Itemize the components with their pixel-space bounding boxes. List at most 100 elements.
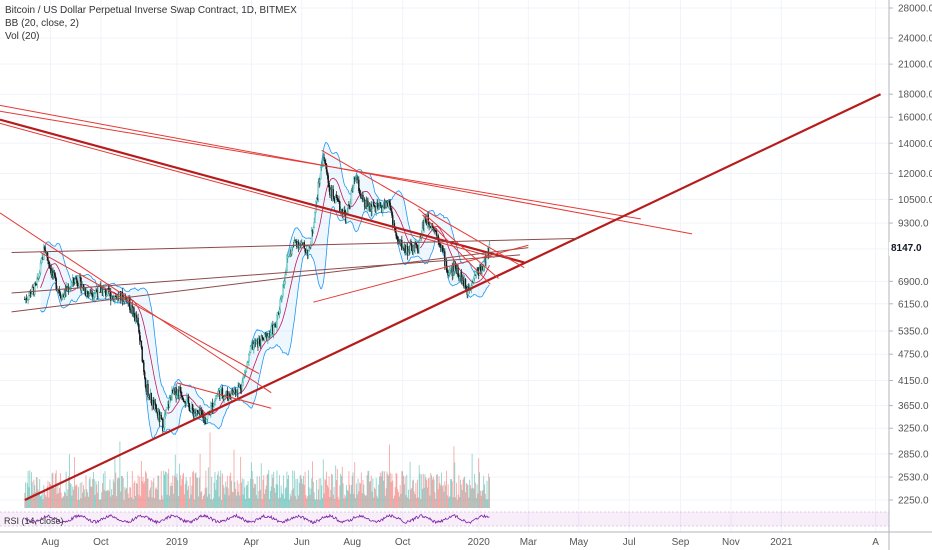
- x-tick-label: May: [569, 537, 588, 548]
- candle-body: [258, 338, 261, 345]
- volume-bar: [74, 486, 76, 508]
- volume-bar: [477, 493, 479, 508]
- trend-line: [0, 122, 495, 258]
- volume-bar: [456, 499, 458, 508]
- volume-bar: [254, 483, 256, 508]
- candle-body: [473, 278, 475, 283]
- volume-bar: [395, 472, 397, 508]
- candle-body: [270, 326, 272, 333]
- candle-body: [482, 266, 485, 270]
- volume-bar: [35, 477, 37, 508]
- volume-bar: [350, 485, 352, 508]
- volume-bar: [379, 476, 380, 508]
- y-tick-label: 2850.0: [898, 449, 929, 460]
- volume-bar: [208, 493, 210, 508]
- volume-bar: [37, 489, 39, 508]
- volume-bar: [301, 478, 303, 508]
- volume-bar: [381, 471, 383, 508]
- volume-bar: [305, 495, 307, 508]
- volume-bar: [407, 497, 409, 508]
- volume-bar: [324, 478, 326, 508]
- volume-bar: [169, 495, 170, 508]
- volume-bar: [413, 491, 415, 508]
- candle-body: [338, 199, 340, 202]
- candle-body: [188, 403, 191, 411]
- volume-bar: [474, 474, 476, 508]
- candle-body: [190, 408, 192, 412]
- volume-bar: [234, 482, 236, 508]
- volume-bar: [190, 494, 192, 508]
- bb-indicator-label[interactable]: BB (20, close, 2): [5, 18, 79, 29]
- volume-bar: [107, 489, 109, 508]
- volume-bar: [434, 492, 436, 508]
- volume-bar: [73, 489, 75, 508]
- volume-bar: [119, 441, 121, 508]
- trend-line: [24, 93, 882, 501]
- volume-bar: [310, 488, 312, 508]
- candle-body: [377, 203, 379, 209]
- volume-bar: [174, 475, 175, 508]
- volume-bar: [470, 485, 471, 508]
- x-tick-label: Aug: [42, 537, 60, 548]
- volume-bar: [331, 473, 333, 508]
- vol-indicator-label[interactable]: Vol (20): [5, 31, 40, 42]
- volume-bar: [75, 484, 77, 508]
- volume-bar: [86, 489, 88, 508]
- volume-bar: [272, 478, 274, 508]
- volume-bar: [140, 496, 142, 508]
- candle-body: [272, 324, 275, 335]
- volume-bar: [373, 497, 375, 508]
- candle-body: [139, 331, 141, 341]
- volume-bar: [137, 475, 139, 508]
- candle-body: [137, 317, 139, 325]
- volume-bar: [313, 492, 315, 508]
- volume-bar: [97, 492, 99, 508]
- volume-bar: [479, 490, 481, 508]
- volume-bar: [49, 484, 51, 508]
- volume-bar: [263, 475, 265, 508]
- candle-body: [409, 243, 411, 253]
- volume-bar: [200, 492, 202, 508]
- candle-body: [217, 390, 219, 396]
- volume-bar: [262, 479, 264, 508]
- volume-bar: [259, 489, 261, 508]
- candle-body: [74, 278, 76, 284]
- candle-body: [72, 277, 75, 283]
- volume-bar: [416, 497, 418, 508]
- x-tick-label: 2020: [468, 537, 491, 548]
- y-tick-label: 9300.0: [898, 219, 929, 230]
- volume-bar: [26, 483, 28, 508]
- volume-bar: [175, 477, 177, 508]
- volume-bar: [72, 486, 74, 508]
- volume-bar: [293, 471, 295, 508]
- volume-bar: [489, 477, 490, 508]
- volume-bar: [299, 475, 301, 508]
- candle-body: [241, 381, 243, 392]
- volume-bar: [287, 479, 289, 508]
- volume-bar: [40, 495, 42, 508]
- volume-bar: [325, 480, 327, 508]
- candle-body: [179, 387, 181, 392]
- volume-bar: [455, 482, 457, 508]
- volume-bar: [341, 466, 343, 508]
- volume-bar: [355, 498, 356, 508]
- y-tick-label: 6150.0: [898, 299, 929, 310]
- candle-body: [416, 244, 419, 251]
- candle-body: [311, 230, 313, 246]
- volume-bar: [279, 497, 281, 508]
- volume-bar: [125, 489, 127, 508]
- rsi-indicator-label[interactable]: RSI (14, close): [4, 516, 64, 526]
- volume-bar: [235, 488, 237, 508]
- rsi-pane: RSI (14, close): [0, 511, 889, 527]
- volume-bar: [485, 499, 487, 508]
- volume-bar: [106, 490, 108, 508]
- volume-bar: [56, 493, 58, 508]
- trend-line: [11, 247, 529, 313]
- y-tick-label: 4150.0: [898, 376, 929, 387]
- volume-bar: [179, 475, 181, 508]
- volume-bar: [337, 496, 339, 508]
- volume-bar: [96, 484, 98, 508]
- volume-bar: [274, 492, 276, 508]
- volume-bar: [61, 498, 63, 508]
